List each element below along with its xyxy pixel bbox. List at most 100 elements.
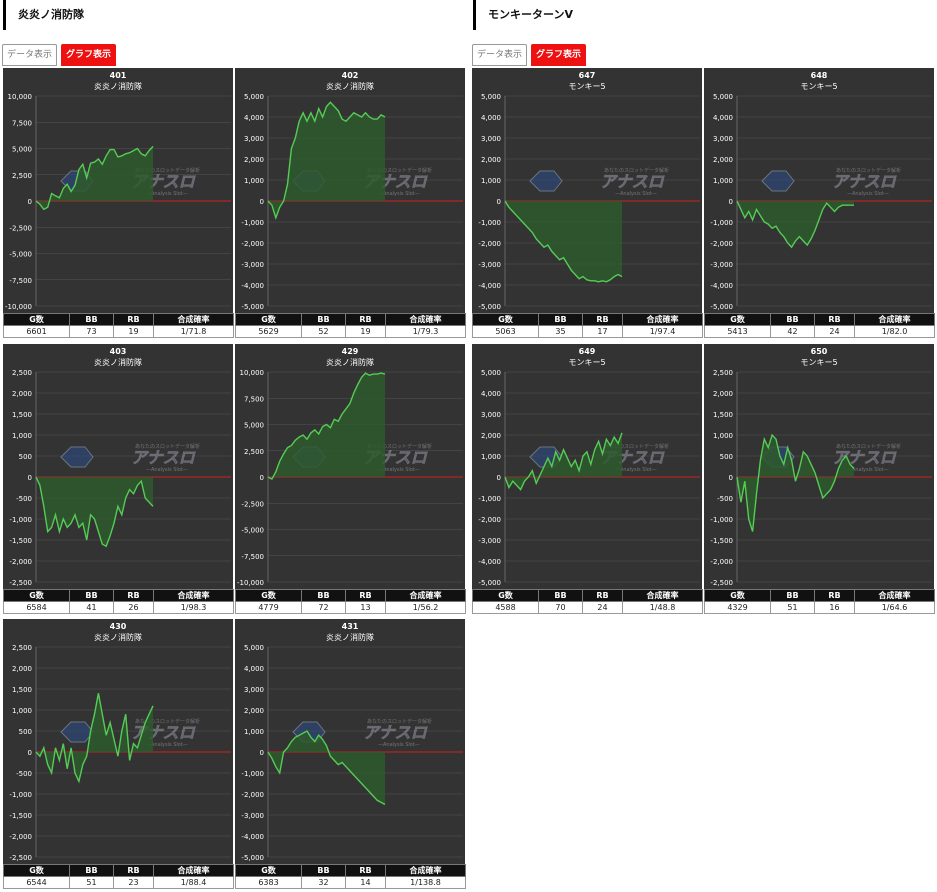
y-tick-label: 0: [260, 198, 264, 206]
stats-header: 合成確率: [622, 313, 703, 326]
stats-header: RB: [814, 313, 855, 326]
stats-table: G数 BB RB 合成確率 6601 73 19 1/71.8: [3, 313, 234, 338]
stats-cell: 5063: [472, 325, 539, 338]
y-tick-label: -1,000: [241, 770, 264, 778]
watermark-hex: [60, 446, 94, 468]
y-tick-label: -5,000: [710, 303, 733, 311]
stats-header: G数: [472, 313, 539, 326]
y-tick-label: 2,000: [244, 156, 264, 164]
watermark-top: あなたのスロットデータ解析: [367, 718, 432, 725]
y-tick-label: 2,500: [12, 644, 32, 652]
y-tick-label: 0: [729, 474, 733, 482]
chart-subtitle: 炎炎ノ消防隊: [94, 81, 142, 91]
stats-cell: 6383: [235, 876, 302, 889]
chart-card-429: 429 炎炎ノ消防隊 10,000 7,500 5,000 2,500 0 -2,500 -5,…: [235, 344, 466, 614]
stats-cell: 1/88.4: [153, 876, 234, 889]
chart-title: 649: [579, 347, 596, 356]
y-tick-label: -2,000: [710, 558, 733, 566]
y-tick-label: -500: [16, 770, 32, 778]
watermark-top: あなたのスロットデータ解析: [135, 443, 200, 450]
series-line: [267, 372, 386, 481]
y-tick-label: -500: [16, 495, 32, 503]
series-line: [35, 693, 154, 784]
stats-cell: 1/138.8: [385, 876, 466, 889]
series-line: [267, 730, 386, 806]
chart-title: 648: [811, 71, 828, 80]
line-chart: 647 モンキー5 5,000 4,000 3,000 2,000 1,000 0 -1,000…: [478, 71, 700, 311]
y-tick-label: -7,500: [9, 277, 32, 285]
stats-table: G数 BB RB 合成確率 5063 35 17 1/97.4: [472, 313, 703, 338]
stats-header: G数: [3, 864, 70, 877]
stats-header: BB: [301, 313, 346, 326]
stats-header: BB: [538, 313, 583, 326]
y-tick-label: -2,500: [710, 579, 733, 587]
y-tick-label: 2,500: [244, 448, 264, 456]
stats-header: RB: [345, 864, 386, 877]
chart-title: 431: [342, 622, 359, 631]
stats-table: G数 BB RB 合成確率 6544 51 23 1/88.4: [3, 864, 234, 889]
y-tick-label: 2,000: [12, 665, 32, 673]
stats-cell: 1/64.6: [854, 601, 935, 614]
y-tick-label: -4,000: [478, 282, 501, 290]
y-tick-label: 5,000: [244, 93, 264, 101]
stats-header: 合成確率: [622, 589, 703, 602]
y-tick-label: -2,000: [710, 240, 733, 248]
y-tick-label: -5,000: [241, 854, 264, 862]
watermark-sub: —Analysis Slot—: [378, 191, 420, 197]
y-tick-label: -4,000: [241, 833, 264, 841]
tab-data-view[interactable]: データ表示: [2, 44, 58, 66]
y-tick-label: -1,000: [710, 219, 733, 227]
y-tick-label: -2,000: [241, 240, 264, 248]
view-tabs: データ表示 グラフ表示: [472, 44, 590, 66]
stats-header: RB: [345, 589, 386, 602]
chart-card-647: 647 モンキー5 5,000 4,000 3,000 2,000 1,000 0 -1,000…: [472, 68, 703, 338]
chart-card-649: 649 モンキー5 5,000 4,000 3,000 2,000 1,000 0 -1,000…: [472, 344, 703, 614]
watermark-logo: アナスロ—Analysis Slot— あなたのスロットデータ解析: [60, 443, 200, 473]
chart-subtitle: 炎炎ノ消防隊: [326, 357, 374, 367]
stats-header: BB: [69, 313, 114, 326]
y-tick-label: -10,000: [237, 579, 264, 587]
tab-graph-view[interactable]: グラフ表示: [531, 44, 587, 66]
y-tick-label: -7,500: [241, 553, 264, 561]
stats-header: G数: [235, 589, 302, 602]
stats-cell: 72: [301, 601, 346, 614]
tab-data-view[interactable]: データ表示: [472, 44, 528, 66]
watermark-hex: [60, 721, 94, 743]
stats-cell: 1/79.3: [385, 325, 466, 338]
y-tick-label: -2,000: [9, 833, 32, 841]
y-tick-label: 500: [720, 453, 733, 461]
stats-table: G数 BB RB 合成確率 4329 51 16 1/64.6: [704, 589, 935, 614]
stats-cell: 1/56.2: [385, 601, 466, 614]
stats-header: BB: [69, 589, 114, 602]
y-tick-label: 5,000: [713, 93, 733, 101]
y-tick-label: -1,000: [478, 495, 501, 503]
chart-title: 429: [342, 347, 359, 356]
y-tick-label: 5,000: [244, 422, 264, 430]
series-line: [504, 200, 623, 283]
stats-header: RB: [113, 589, 154, 602]
watermark-text: アナスロ: [832, 172, 897, 191]
view-tabs: データ表示 グラフ表示: [2, 44, 120, 66]
series-area: [36, 477, 153, 547]
line-chart: 650 モンキー5 2,500 2,000 1,500 1,000 500 0 -500 -1,0…: [710, 347, 932, 587]
tab-graph-view[interactable]: グラフ表示: [61, 44, 117, 66]
stats-header: RB: [814, 589, 855, 602]
stats-cell: 5413: [704, 325, 771, 338]
watermark-sub: —Analysis Slot—: [146, 467, 188, 473]
y-tick-label: -5,000: [478, 579, 501, 587]
y-tick-label: 3,000: [713, 135, 733, 143]
y-tick-label: -2,500: [9, 579, 32, 587]
y-tick-label: -1,000: [9, 791, 32, 799]
y-tick-label: 0: [260, 749, 264, 757]
watermark-sub: —Analysis Slot—: [847, 191, 889, 197]
y-tick-label: -2,000: [478, 240, 501, 248]
y-tick-label: 5,000: [12, 146, 32, 154]
y-tick-label: 500: [19, 453, 32, 461]
chart-title: 650: [811, 347, 828, 356]
stats-cell: 41: [69, 601, 114, 614]
stats-cell: 52: [301, 325, 346, 338]
y-tick-label: 10,000: [240, 369, 265, 377]
